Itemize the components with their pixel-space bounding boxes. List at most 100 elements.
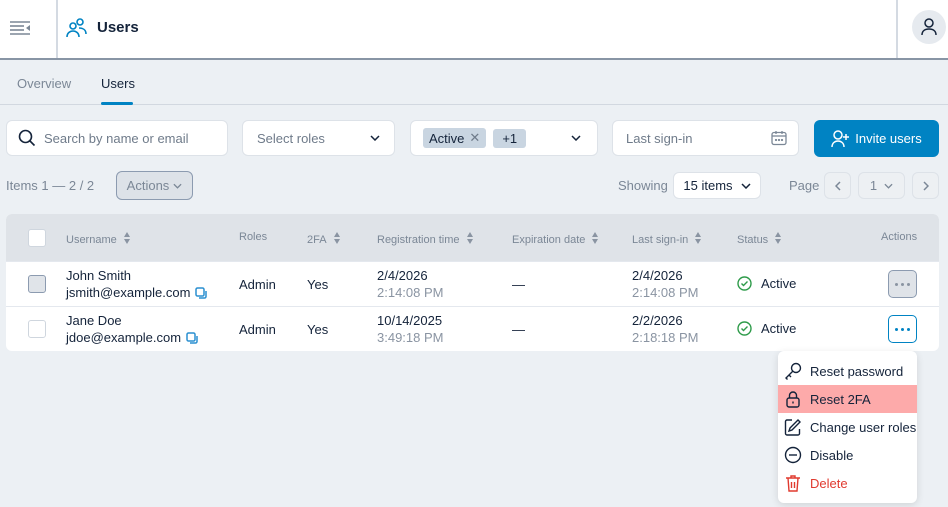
sort-icon xyxy=(466,231,474,248)
table-row[interactable]: Jane Doe jdoe@example.com Admin Yes 10/1… xyxy=(6,306,939,351)
page-select[interactable]: 1 xyxy=(858,172,905,199)
tab-users[interactable]: Users xyxy=(101,76,135,91)
twofa: Yes xyxy=(307,322,329,337)
signin-date: 2/4/2026 xyxy=(632,268,683,283)
row-checkbox[interactable] xyxy=(28,275,46,293)
actions-button[interactable]: Actions xyxy=(116,171,193,200)
status-chip-active[interactable]: Active ✕ xyxy=(423,128,487,148)
prev-page-button[interactable] xyxy=(824,172,851,199)
last-signin-input[interactable]: Last sign-in xyxy=(612,120,799,156)
menu-item-label: Reset password xyxy=(810,363,904,379)
email-cell: jsmith@example.com xyxy=(66,285,208,300)
close-icon[interactable]: ✕ xyxy=(469,130,481,145)
menu-item-label: Delete xyxy=(810,475,848,491)
registration-date: 10/14/2025 xyxy=(377,313,443,328)
email: jsmith@example.com xyxy=(66,285,191,300)
column-label: 2FA xyxy=(307,233,327,246)
sort-icon xyxy=(591,231,599,248)
user-icon xyxy=(921,18,937,36)
column-status[interactable]: Status xyxy=(737,231,782,248)
active-tab-indicator xyxy=(101,102,133,105)
column-roles: Roles xyxy=(239,231,267,243)
copy-icon[interactable] xyxy=(195,286,208,299)
row-actions-menu: Reset password Reset 2FA Change user rol… xyxy=(778,351,917,503)
chevron-down-icon xyxy=(370,135,380,141)
status-cell: Active xyxy=(737,276,796,291)
signin-date: 2/2/2026 xyxy=(632,313,683,328)
next-page-button[interactable] xyxy=(912,172,939,199)
column-label: Registration time xyxy=(377,233,460,246)
copy-icon[interactable] xyxy=(186,331,198,344)
avatar[interactable] xyxy=(912,10,946,44)
collapse-menu-icon[interactable] xyxy=(10,20,32,39)
actions-label: Actions xyxy=(126,178,170,193)
column-label: Actions xyxy=(881,231,918,243)
menu-item-label: Disable xyxy=(810,447,854,463)
check-circle-icon xyxy=(737,321,752,336)
page-value: 1 xyxy=(869,178,878,193)
email-cell: jdoe@example.com xyxy=(66,330,198,345)
last-signin-placeholder: Last sign-in xyxy=(626,130,693,146)
column-expiration-date[interactable]: Expiration date xyxy=(512,231,599,248)
menu-item-reset-password[interactable]: Reset password xyxy=(778,357,917,385)
roles-placeholder: Select roles xyxy=(257,130,325,146)
tab-overview[interactable]: Overview xyxy=(17,76,72,91)
column-label: Last sign-in xyxy=(632,233,689,246)
column-label: Expiration date xyxy=(512,233,586,246)
roles: Admin xyxy=(239,277,276,292)
expiration-date: — xyxy=(512,277,525,292)
trash-icon xyxy=(786,475,800,492)
minus-circle-icon xyxy=(784,446,802,464)
column-label: Username xyxy=(66,233,117,246)
sort-icon xyxy=(123,231,131,248)
user-plus-icon xyxy=(831,129,850,147)
menu-item-delete[interactable]: Delete xyxy=(778,469,917,497)
page-title: Users xyxy=(97,19,139,36)
column-label: Status xyxy=(737,233,769,246)
status-select[interactable]: Active ✕ +1 xyxy=(410,120,598,156)
page-size-value: 15 items xyxy=(683,178,733,193)
search-placeholder: Search by name or email xyxy=(44,130,189,146)
roles: Admin xyxy=(239,322,276,337)
menu-item-label: Change user roles xyxy=(810,419,917,435)
menu-item-label: Reset 2FA xyxy=(810,391,871,407)
chevron-down-icon xyxy=(884,183,893,189)
table-row[interactable]: John Smith jsmith@example.com Admin Yes … xyxy=(6,261,939,306)
status-cell: Active xyxy=(737,321,796,336)
column-registration-time[interactable]: Registration time xyxy=(377,231,474,248)
row-checkbox[interactable] xyxy=(28,320,46,338)
app-header xyxy=(0,0,948,60)
row-actions-button[interactable] xyxy=(888,270,917,298)
registration-time: 3:49:18 PM xyxy=(377,330,444,345)
row-actions-button[interactable] xyxy=(888,315,917,343)
status-label: Active xyxy=(761,321,797,336)
invite-users-button[interactable]: Invite users xyxy=(814,120,939,157)
search-icon xyxy=(18,129,36,147)
header-divider xyxy=(56,0,58,58)
chip-label: Active xyxy=(429,130,465,146)
edit-icon xyxy=(784,419,801,436)
select-all-checkbox[interactable] xyxy=(28,229,46,247)
column-last-signin[interactable]: Last sign-in xyxy=(632,231,702,248)
status-label: Active xyxy=(761,276,797,291)
menu-item-reset-2fa[interactable]: Reset 2FA xyxy=(778,385,917,413)
column-username[interactable]: Username xyxy=(66,231,131,248)
column-2fa[interactable]: 2FA xyxy=(307,231,341,248)
chevron-down-icon xyxy=(173,183,182,189)
header-divider xyxy=(896,0,898,58)
page-size-select[interactable]: 15 items xyxy=(673,172,761,199)
calendar-icon[interactable] xyxy=(771,130,787,146)
search-input[interactable]: Search by name or email xyxy=(6,120,228,156)
expiration-date: — xyxy=(512,322,525,337)
menu-item-disable[interactable]: Disable xyxy=(778,441,917,469)
username: Jane Doe xyxy=(66,313,122,328)
status-chip-more[interactable]: +1 xyxy=(493,128,527,148)
roles-select[interactable]: Select roles xyxy=(242,120,395,156)
sort-icon xyxy=(694,231,702,248)
column-actions: Actions xyxy=(881,231,917,243)
users-icon xyxy=(66,18,88,41)
sort-icon xyxy=(774,231,782,248)
username: John Smith xyxy=(66,268,132,283)
showing-label: Showing xyxy=(618,178,668,193)
menu-item-change-user-roles[interactable]: Change user roles xyxy=(778,413,917,441)
